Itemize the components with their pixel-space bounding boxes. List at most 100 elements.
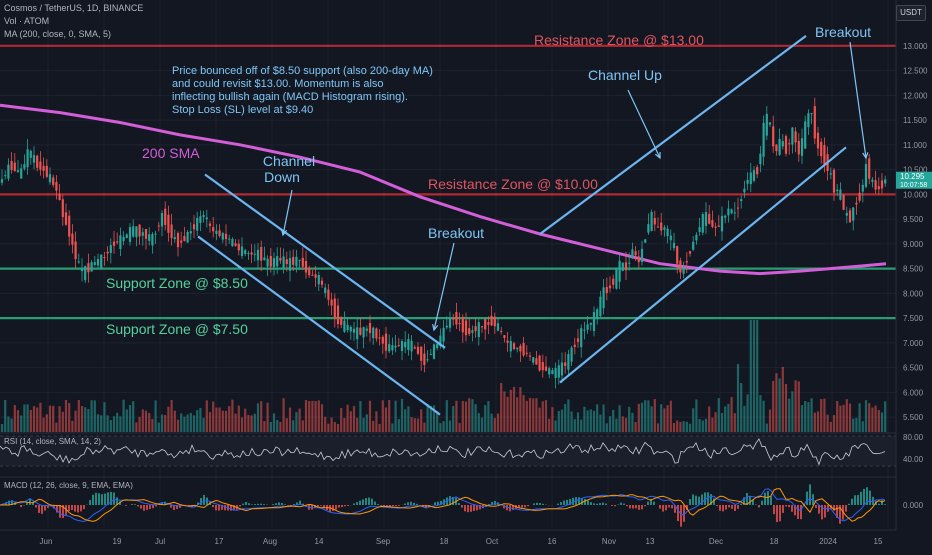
candle-body — [465, 320, 467, 335]
volume-bar — [167, 407, 169, 432]
macd-histogram-bar — [263, 504, 265, 505]
volume-bar — [55, 423, 57, 432]
candle-body — [68, 216, 70, 237]
candle-body — [775, 145, 777, 152]
volume-bar — [750, 320, 752, 432]
candle-body — [87, 263, 89, 272]
volume-bar — [481, 418, 483, 432]
macd-histogram-bar — [629, 505, 631, 508]
candle-body — [673, 243, 675, 248]
candle-body — [679, 261, 681, 273]
macd-histogram-bar — [137, 505, 139, 506]
candle-body — [727, 209, 729, 216]
volume-bar — [852, 419, 854, 432]
volume-bar — [651, 406, 653, 432]
volume-legend[interactable]: Vol · ATOM — [4, 16, 49, 26]
candle-body — [391, 345, 393, 350]
macd-histogram-bar — [239, 505, 241, 506]
volume-bar — [107, 415, 109, 432]
candle-body — [289, 258, 291, 271]
candle-body — [475, 326, 477, 331]
candle-body — [135, 226, 137, 237]
candle-body — [766, 114, 768, 136]
macd-histogram-bar — [725, 505, 727, 510]
volume-bar — [628, 407, 630, 432]
candle-body — [526, 353, 528, 354]
candle-body — [187, 232, 189, 243]
candle-body — [231, 239, 233, 246]
volume-bar — [494, 418, 496, 432]
volume-bar — [558, 411, 560, 432]
volume-bar — [350, 411, 352, 432]
candle-body — [209, 224, 211, 226]
volume-bar — [36, 407, 38, 432]
channel-down-label: Channel — [263, 153, 315, 169]
volume-bar — [139, 417, 141, 432]
candle-body — [81, 269, 83, 271]
volume-bar — [468, 398, 470, 432]
candle-body — [251, 252, 253, 254]
symbol-legend[interactable]: Cosmos / TetherUS, 1D, BINANCE — [4, 3, 143, 13]
volume-bar — [164, 415, 166, 432]
candle-body — [49, 174, 51, 182]
ma-legend[interactable]: MA (200, close, 0, SMA, 5) — [4, 29, 111, 39]
volume-bar — [478, 413, 480, 432]
candle-body — [734, 212, 736, 213]
candle-body — [449, 318, 451, 328]
macd-histogram-bar — [95, 493, 97, 505]
macd-histogram-bar — [41, 505, 43, 514]
candle-body — [487, 322, 489, 325]
macd-histogram-bar — [884, 504, 886, 505]
volume-bar — [676, 420, 678, 432]
volume-bar — [772, 381, 774, 432]
volume-bar — [779, 378, 781, 432]
candle-body — [219, 230, 221, 236]
macd-histogram-bar — [764, 493, 766, 505]
candle-body — [596, 309, 598, 319]
macd-histogram-bar — [734, 505, 736, 511]
candle-body — [110, 245, 112, 253]
sma-200-label: 200 SMA — [142, 145, 200, 161]
macd-histogram-bar — [317, 505, 319, 506]
volume-bar — [94, 400, 96, 432]
price-tick-label: 8.500 — [903, 265, 924, 274]
volume-bar — [116, 413, 118, 432]
candle-body — [807, 113, 809, 127]
volume-bar — [692, 408, 694, 432]
candle-body — [843, 195, 845, 210]
volume-bar — [766, 424, 768, 432]
macd-histogram-bar — [68, 505, 70, 511]
candle-body — [171, 224, 173, 238]
macd-histogram-bar — [368, 498, 370, 505]
volume-bar — [859, 403, 861, 432]
volume-bar — [407, 406, 409, 432]
volume-bar — [4, 400, 6, 432]
currency-button[interactable]: USDT — [896, 5, 926, 21]
volume-bar — [593, 411, 595, 432]
volume-bar — [539, 408, 541, 432]
candle-body — [750, 172, 752, 184]
macd-histogram-bar — [878, 504, 880, 505]
candle-body — [17, 170, 19, 172]
resistance-10-label: Resistance Zone @ $10.00 — [428, 176, 598, 192]
candle-body — [564, 362, 566, 366]
volume-bar — [103, 402, 105, 432]
candle-body — [590, 323, 592, 325]
candle-body — [324, 288, 326, 293]
macd-histogram-bar — [536, 503, 538, 505]
last-price-value: 10.295 — [900, 172, 925, 181]
candle-body — [132, 226, 134, 236]
candle-body — [334, 299, 336, 319]
candle-body — [862, 185, 864, 192]
macd-histogram-bar — [89, 500, 91, 505]
macd-histogram-bar — [524, 505, 526, 507]
macd-histogram-bar — [599, 503, 601, 505]
volume-bar — [641, 403, 643, 432]
candle-body — [622, 263, 624, 271]
volume-bar — [423, 423, 425, 432]
candle-body — [228, 239, 230, 240]
candle-body — [238, 244, 240, 251]
candle-body — [167, 215, 169, 233]
candle-body — [619, 261, 621, 282]
